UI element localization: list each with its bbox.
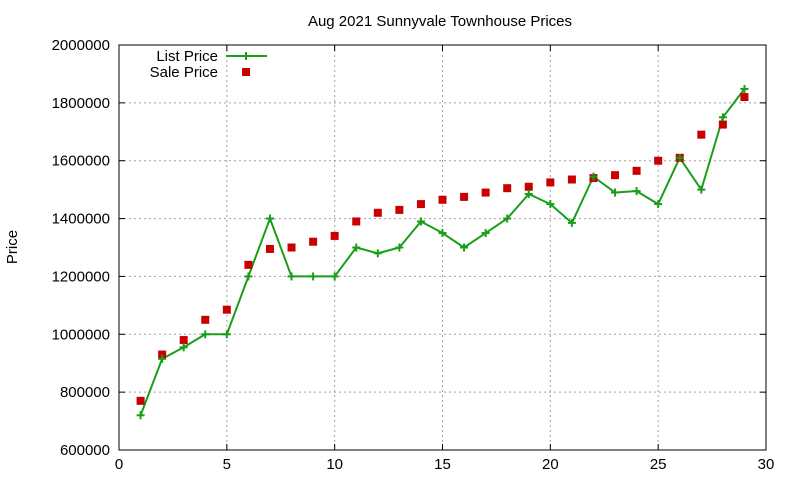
sale-price-point	[460, 192, 469, 201]
legend-label-list-price: List Price	[156, 48, 218, 65]
y-tick-label: 2000000	[52, 37, 110, 54]
legend: List Price Sale Price	[150, 48, 267, 81]
y-tick-label: 800000	[60, 384, 110, 401]
list-price-point	[265, 214, 274, 223]
list-price-point	[352, 243, 361, 252]
list-price-point	[503, 214, 512, 223]
list-price-point	[546, 200, 555, 209]
list-price-point	[201, 330, 210, 339]
list-price-point	[222, 330, 231, 339]
list-price-point	[330, 272, 339, 281]
x-tick-label: 15	[434, 456, 451, 473]
sale-price-point	[179, 336, 188, 345]
x-tick-label: 0	[115, 456, 123, 473]
sale-price-point	[309, 237, 318, 246]
sale-price-point	[654, 156, 663, 165]
sale-price-point	[567, 175, 576, 184]
sale-price-point	[373, 208, 382, 217]
plot-area	[136, 84, 749, 420]
y-tick-label: 1000000	[52, 326, 110, 343]
list-price-point	[416, 217, 425, 226]
sale-price-point	[481, 188, 490, 197]
list-price-point	[524, 189, 533, 198]
list-price-point	[373, 249, 382, 258]
x-tick-label: 30	[758, 456, 775, 473]
sale-price-point	[395, 205, 404, 214]
list-price-point	[481, 229, 490, 238]
list-price-point	[611, 188, 620, 197]
sale-price-point	[330, 231, 339, 240]
sale-price-point	[546, 178, 555, 187]
y-tick-label: 600000	[60, 442, 110, 459]
sale-price-point	[524, 182, 533, 191]
sale-price-point	[503, 184, 512, 193]
list-price-point	[654, 200, 663, 209]
sale-price-point	[718, 120, 727, 129]
list-price-point	[697, 185, 706, 194]
sale-price-point	[740, 93, 749, 102]
y-tick-label: 1800000	[52, 95, 110, 112]
sale-price-point	[416, 200, 425, 209]
list-price-point	[675, 153, 684, 162]
sale-price-point	[632, 166, 641, 175]
sale-price-point	[265, 244, 274, 253]
sale-price-point	[438, 195, 447, 204]
list-price-point	[395, 243, 404, 252]
x-tick-label: 25	[650, 456, 667, 473]
list-price-point	[179, 343, 188, 352]
sale-price-point	[158, 350, 167, 359]
axis-ticks: 0 5 10 15 20 25 30 600000 800000 1000000 1200000 14…	[52, 37, 775, 473]
x-tick-label: 5	[223, 456, 231, 473]
sale-price-point	[244, 260, 253, 269]
list-price-point	[309, 272, 318, 281]
legend-symbol-list-price	[226, 52, 267, 60]
sale-price-point	[611, 171, 620, 180]
sale-price-point	[697, 130, 706, 139]
list-price-point	[287, 272, 296, 281]
y-axis-label: Price	[4, 230, 21, 264]
list-price-point	[718, 113, 727, 122]
legend-label-sale-price: Sale Price	[150, 64, 218, 81]
sale-price-point	[222, 305, 231, 314]
legend-marker-sale-price	[242, 68, 250, 76]
sale-price-point	[287, 243, 296, 252]
y-tick-label: 1200000	[52, 268, 110, 285]
chart-title: Aug 2021 Sunnyvale Townhouse Prices	[308, 13, 572, 30]
list-price-point	[158, 354, 167, 363]
list-price-point	[460, 243, 469, 252]
sale-price-point	[352, 217, 361, 226]
legend-symbol-sale-price	[242, 68, 250, 76]
x-tick-label: 10	[326, 456, 343, 473]
list-price-point	[244, 272, 253, 281]
sale-price-point	[136, 396, 145, 405]
y-tick-label: 1600000	[52, 153, 110, 170]
list-price-point	[740, 84, 749, 93]
list-price-point	[438, 229, 447, 238]
legend-marker-list-price	[242, 52, 250, 60]
list-price-point	[136, 411, 145, 420]
y-tick-label: 1400000	[52, 211, 110, 228]
x-tick-label: 20	[542, 456, 559, 473]
list-price-point	[589, 172, 598, 181]
list-price-point	[567, 218, 576, 227]
list-price-point	[632, 187, 641, 196]
sale-price-point	[201, 315, 210, 324]
